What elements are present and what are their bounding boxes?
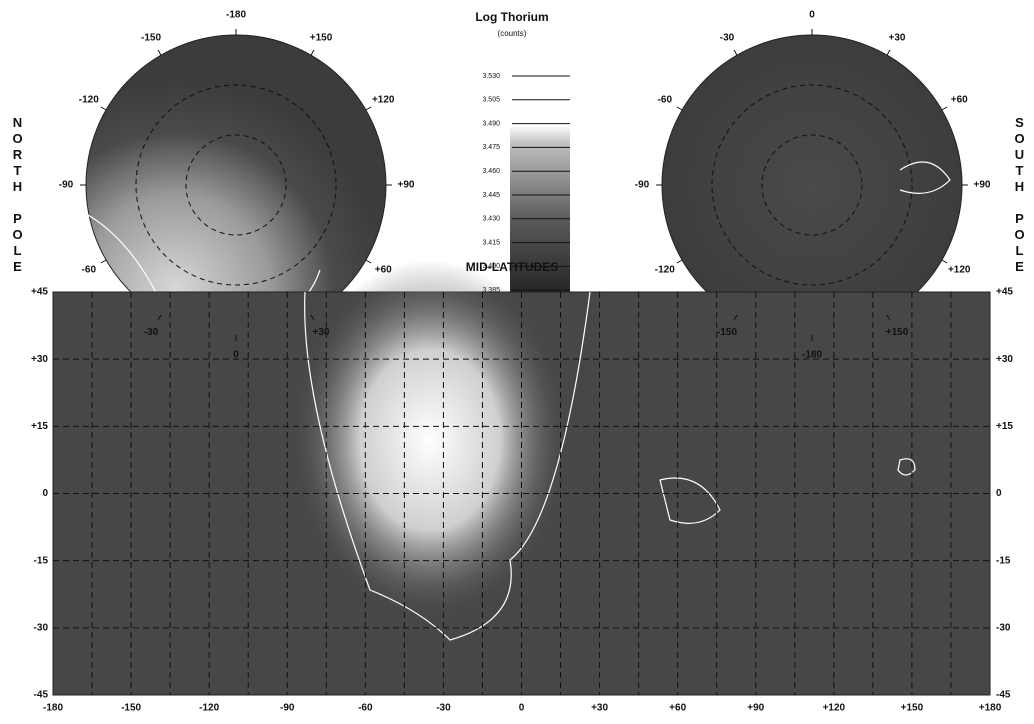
- longitude-label: -30: [144, 327, 159, 338]
- x-tick-label: -60: [358, 703, 373, 714]
- longitude-label: -120: [79, 95, 99, 106]
- y-tick-label: 0: [42, 488, 48, 499]
- y-tick-label: -15: [996, 555, 1011, 566]
- south-pole-map: [661, 34, 963, 336]
- meridian-tick: [365, 259, 372, 264]
- legend-level-label: 3.490: [482, 120, 500, 127]
- meridian-tick: [733, 314, 738, 321]
- meridian-tick: [733, 49, 738, 56]
- longitude-label: -30: [720, 32, 735, 43]
- legend-level-label: 3.445: [482, 192, 500, 199]
- latitude-circle: [761, 134, 863, 236]
- longitude-label: +60: [951, 95, 968, 106]
- meridian-tick: [100, 259, 107, 264]
- meridian-tick: [941, 106, 948, 111]
- map-grid: -180 -150 -120 -90 -60 -30 0 +30 +60 +90 +120 +150 +…: [31, 287, 1013, 714]
- x-tick-label: -150: [121, 703, 141, 714]
- longitude-label: +90: [974, 180, 991, 191]
- x-tick-label: 0: [519, 703, 525, 714]
- x-tick-label: +120: [823, 703, 846, 714]
- y-tick-label: +30: [31, 354, 48, 365]
- meridian-tick: [310, 314, 315, 321]
- longitude-label: -150: [141, 32, 161, 43]
- x-tick-label: -120: [199, 703, 219, 714]
- legend-level-label: 3.460: [482, 168, 500, 175]
- meridian-tick: [886, 49, 891, 56]
- longitude-label: +60: [375, 265, 392, 276]
- legend-level-label: 3.475: [482, 144, 500, 151]
- y-tick-label: -15: [34, 555, 49, 566]
- longitude-label: +150: [310, 32, 333, 43]
- meridian-tick: [941, 259, 948, 264]
- longitude-label: -180: [802, 350, 822, 361]
- legend-title: Log Thorium: [475, 10, 548, 24]
- longitude-label: -90: [59, 180, 74, 191]
- legend-level-label: 3.415: [482, 239, 500, 246]
- north-pole-map: [85, 34, 387, 336]
- y-tick-label: +30: [996, 354, 1013, 365]
- x-tick-label: -180: [43, 703, 63, 714]
- longitude-label: -120: [655, 265, 675, 276]
- x-tick-label: +150: [901, 703, 924, 714]
- longitude-label: +30: [313, 327, 330, 338]
- legend-subtitle: (counts): [498, 29, 527, 38]
- north-pole-label: NORTH POLE: [10, 115, 25, 275]
- meridian-tick: [886, 314, 891, 321]
- y-tick-label: -30: [996, 622, 1011, 633]
- meridian-tick: [365, 106, 372, 111]
- south-pole-label: SOUTH POLE: [1012, 115, 1027, 275]
- legend-level-label: 3.505: [482, 97, 500, 104]
- longitude-label: -180: [226, 10, 246, 21]
- y-tick-label: -45: [996, 690, 1011, 701]
- y-tick-label: +15: [996, 421, 1013, 432]
- longitude-label: -150: [717, 327, 737, 338]
- longitude-label: -90: [635, 180, 650, 191]
- latitude-circle: [135, 84, 337, 286]
- meridian-tick: [157, 49, 162, 56]
- x-tick-label: +180: [979, 703, 1002, 714]
- x-tick-label: +60: [669, 703, 686, 714]
- map-title: MID-LATITUDES: [466, 260, 558, 274]
- x-tick-label: +90: [747, 703, 764, 714]
- x-tick-label: +30: [591, 703, 608, 714]
- meridian-tick: [310, 49, 315, 56]
- longitude-label: +30: [889, 32, 906, 43]
- x-tick-label: -90: [280, 703, 295, 714]
- longitude-label: 0: [809, 10, 815, 21]
- longitude-label: 0: [233, 350, 239, 361]
- longitude-label: -60: [658, 95, 673, 106]
- longitude-label: +120: [372, 95, 395, 106]
- longitude-label: +90: [398, 180, 415, 191]
- y-tick-label: -30: [34, 622, 49, 633]
- meridian-tick: [157, 314, 162, 321]
- latitude-circle: [711, 84, 913, 286]
- x-tick-label: -30: [436, 703, 451, 714]
- latitude-circle: [185, 134, 287, 236]
- y-tick-label: +45: [996, 287, 1013, 298]
- mare-outline: [304, 291, 916, 641]
- y-tick-label: +15: [31, 421, 48, 432]
- longitude-label: +150: [886, 327, 909, 338]
- high-thorium-region: [290, 260, 570, 620]
- longitude-label: +120: [948, 265, 971, 276]
- legend-level-label: 3.530: [482, 73, 500, 80]
- legend-level-label: 3.400: [482, 263, 500, 270]
- meridian-tick: [100, 106, 107, 111]
- meridian-tick: [676, 259, 683, 264]
- longitude-label: -60: [82, 265, 97, 276]
- y-tick-label: +45: [31, 287, 48, 298]
- y-tick-label: 0: [996, 488, 1002, 499]
- meridian-tick: [676, 106, 683, 111]
- legend-level-label: 3.430: [482, 216, 500, 223]
- y-tick-label: -45: [34, 690, 49, 701]
